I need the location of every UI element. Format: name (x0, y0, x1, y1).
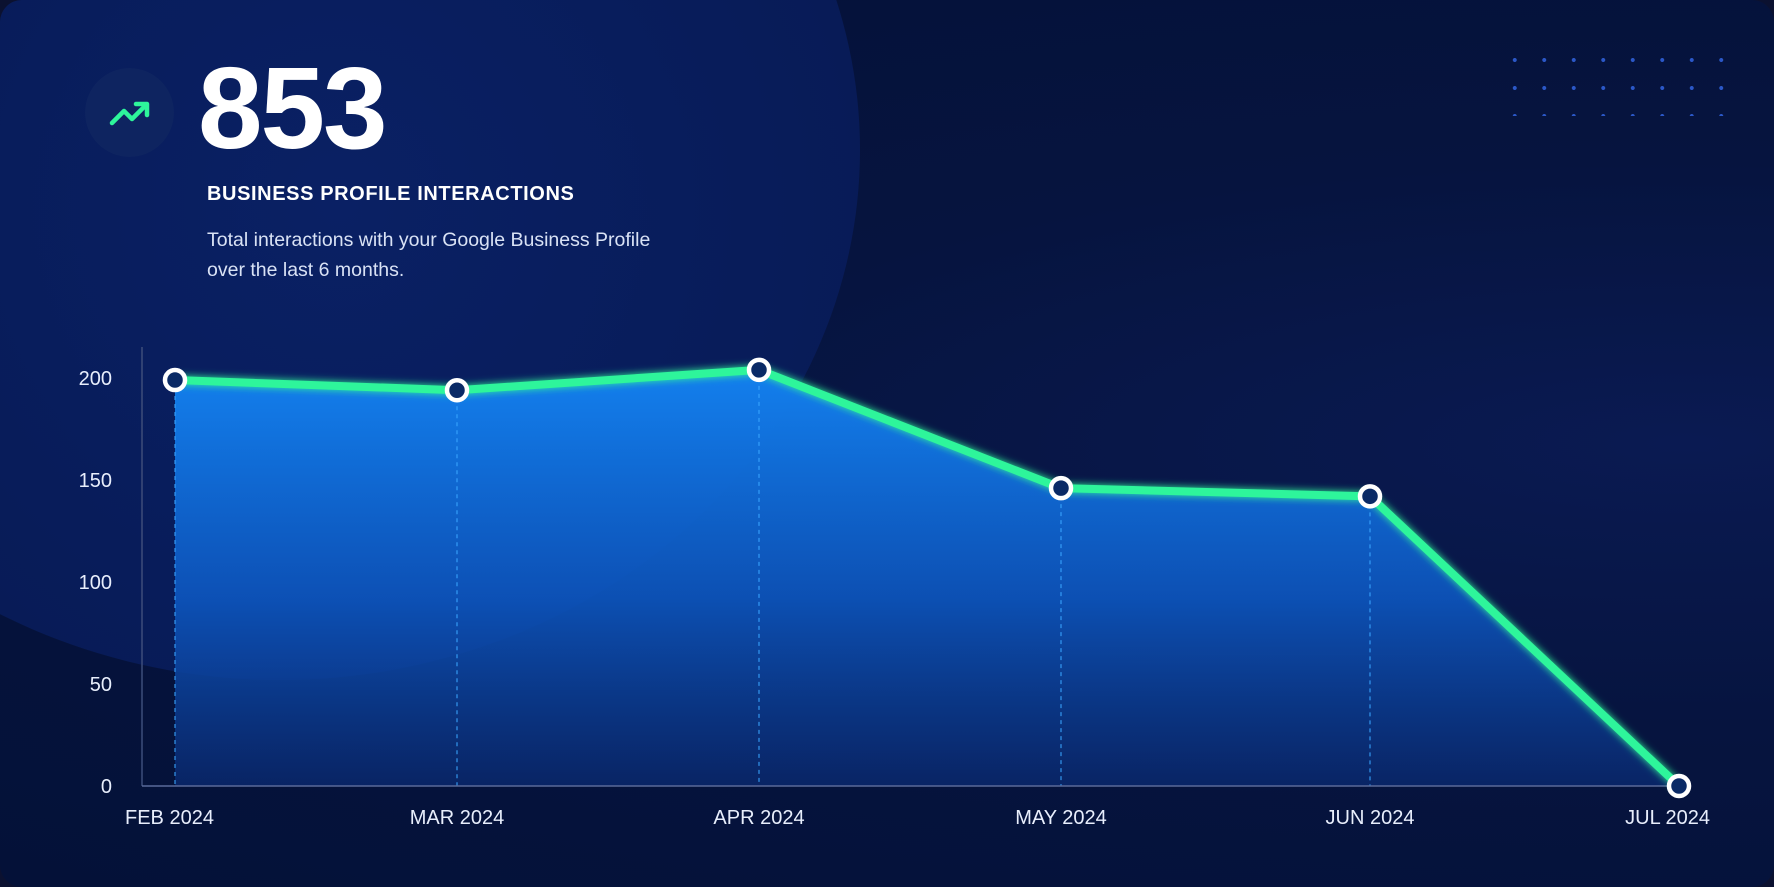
x-tick-label: MAY 2024 (1015, 807, 1107, 829)
area-fill (175, 369, 1679, 786)
kpi-description-line-1: Total interactions with your Google Busi… (207, 229, 651, 251)
y-tick-label: 100 (79, 572, 112, 594)
x-tick-label: JUN 2024 (1326, 807, 1415, 829)
y-tick-label: 200 (79, 368, 112, 390)
x-tick-label: JUL 2024 (1625, 807, 1710, 829)
y-tick-label: 0 (101, 776, 112, 798)
data-point (746, 357, 772, 383)
x-tick-label: FEB 2024 (125, 807, 214, 829)
data-point (162, 367, 188, 393)
kpi-value: 853 (198, 43, 388, 173)
x-tick-label: APR 2024 (713, 807, 804, 829)
y-tick-label: 150 (79, 470, 112, 492)
x-tick-label: MAR 2024 (410, 807, 505, 829)
kpi-label: BUSINESS PROFILE INTERACTIONS (207, 183, 575, 205)
kpi-description-line-2: over the last 6 months. (207, 259, 405, 281)
series-line (171, 365, 1683, 790)
decorative-dot-grid (1500, 46, 1740, 116)
trending-up-icon-badge (85, 68, 174, 157)
y-tick-label: 50 (90, 674, 112, 696)
data-point (444, 377, 470, 403)
data-point (1666, 773, 1692, 799)
trending-up-icon (109, 101, 149, 125)
data-point (1357, 484, 1383, 509)
data-point (1048, 475, 1074, 501)
kpi-description: Total interactions with your Google Busi… (207, 225, 727, 285)
